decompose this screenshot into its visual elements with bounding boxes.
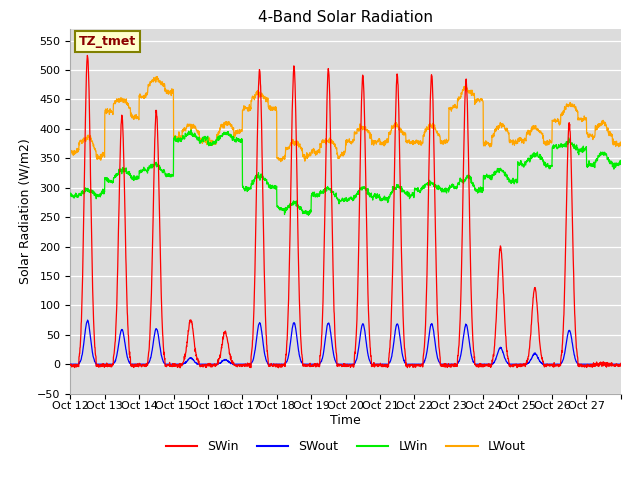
- LWin: [543, 162, 550, 168]
- X-axis label: Time: Time: [330, 414, 361, 427]
- LWout: [122, 100, 129, 106]
- LWout: [609, 141, 617, 146]
- LWout: [543, 140, 550, 145]
- LWout: [241, 107, 248, 113]
- Title: 4-Band Solar Radiation: 4-Band Solar Radiation: [258, 10, 433, 25]
- SWin: [67, 362, 74, 368]
- SWin: [379, 363, 387, 369]
- SWout: [617, 361, 625, 367]
- SWout: [379, 361, 387, 367]
- SWout: [511, 361, 519, 367]
- SWin: [176, 365, 184, 371]
- SWin: [84, 52, 92, 58]
- SWout: [609, 361, 617, 367]
- LWin: [188, 127, 195, 133]
- SWin: [122, 242, 129, 248]
- SWout: [543, 361, 550, 367]
- SWin: [241, 362, 248, 368]
- Text: TZ_tmet: TZ_tmet: [79, 35, 136, 48]
- Legend: SWin, SWout, LWin, LWout: SWin, SWout, LWin, LWout: [161, 435, 531, 458]
- SWout: [122, 345, 129, 350]
- SWin: [543, 363, 550, 369]
- SWout: [84, 317, 92, 323]
- Line: SWin: SWin: [70, 55, 621, 368]
- LWin: [379, 195, 387, 201]
- LWout: [512, 137, 520, 143]
- LWout: [154, 73, 161, 79]
- Line: LWout: LWout: [70, 76, 621, 162]
- SWout: [67, 361, 74, 367]
- LWin: [122, 166, 129, 172]
- SWin: [617, 360, 625, 366]
- Y-axis label: Solar Radiation (W/m2): Solar Radiation (W/m2): [19, 138, 32, 284]
- Line: LWin: LWin: [70, 130, 621, 215]
- Line: SWout: SWout: [70, 320, 621, 364]
- LWin: [609, 164, 617, 169]
- LWout: [67, 150, 74, 156]
- SWin: [609, 363, 617, 369]
- LWin: [512, 179, 520, 185]
- LWin: [305, 212, 312, 218]
- LWin: [67, 193, 74, 199]
- LWout: [617, 140, 625, 146]
- LWin: [241, 186, 248, 192]
- LWin: [617, 160, 625, 166]
- SWout: [241, 361, 248, 367]
- LWout: [277, 159, 285, 165]
- LWout: [379, 142, 387, 148]
- SWin: [512, 362, 520, 368]
